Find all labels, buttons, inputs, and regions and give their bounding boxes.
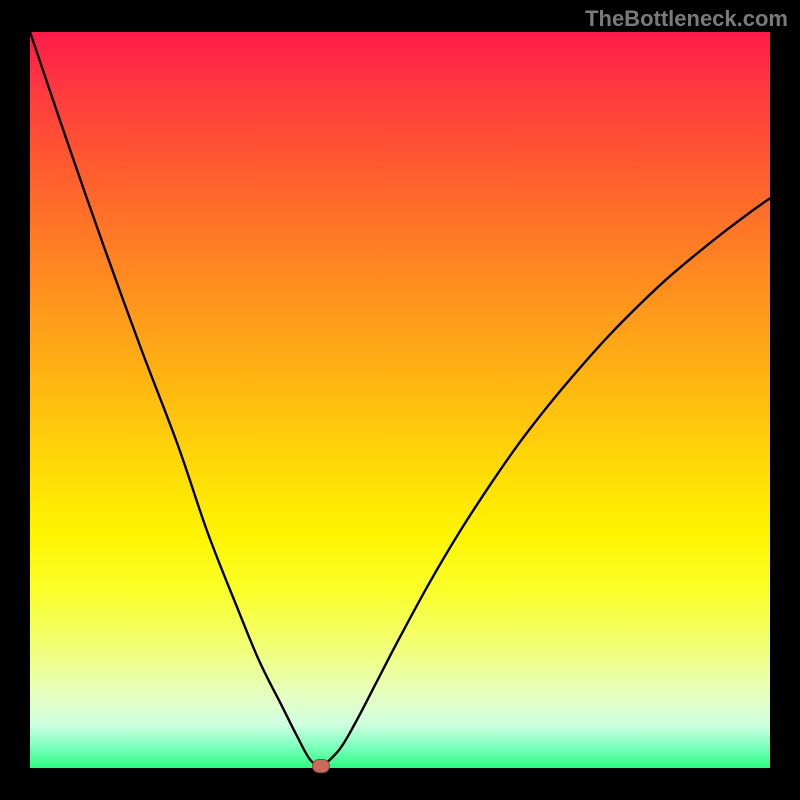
bottleneck-chart: TheBottleneck.com	[0, 0, 800, 800]
attribution-text: TheBottleneck.com	[585, 6, 788, 32]
plot-area	[30, 32, 770, 768]
perfect-point-marker	[312, 759, 330, 773]
